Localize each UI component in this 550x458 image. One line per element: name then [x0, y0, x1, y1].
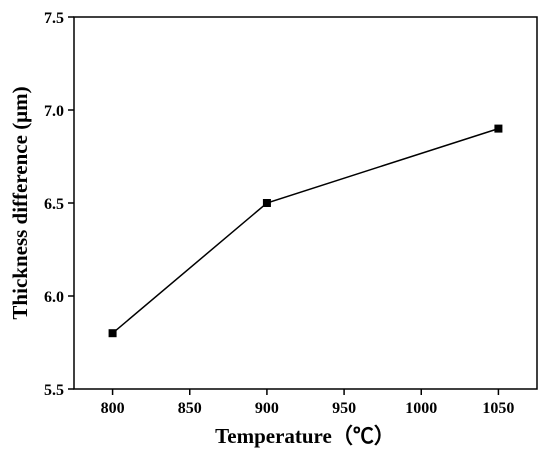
y-tick-label: 6.5 [44, 196, 64, 213]
x-tick-label: 850 [178, 400, 202, 417]
x-tick-label: 1000 [405, 400, 437, 417]
y-tick-label: 6.0 [44, 289, 64, 306]
y-tick-label: 7.0 [44, 103, 64, 120]
y-axis-ticks: 5.5 6.0 6.5 7.0 7.5 [44, 10, 74, 399]
series-line [112, 127, 499, 334]
x-tick-label: 1050 [482, 400, 514, 417]
data-point-marker [262, 199, 271, 207]
x-axis-ticks: 800 850 900 950 1000 1050 [101, 389, 514, 417]
y-tick-label: 5.5 [44, 382, 64, 399]
data-point-marker [108, 329, 117, 338]
y-tick-label: 7.5 [44, 10, 64, 27]
x-tick-label: 900 [255, 400, 279, 417]
series-layer [108, 124, 503, 338]
y-axis-title: Thickness difference (μm) [8, 86, 32, 319]
plot-frame [73, 16, 538, 390]
x-tick-label: 950 [332, 400, 356, 417]
x-axis-title: Temperature（℃） [215, 424, 395, 448]
x-tick-label: 800 [101, 400, 125, 417]
data-point-marker [494, 124, 503, 133]
